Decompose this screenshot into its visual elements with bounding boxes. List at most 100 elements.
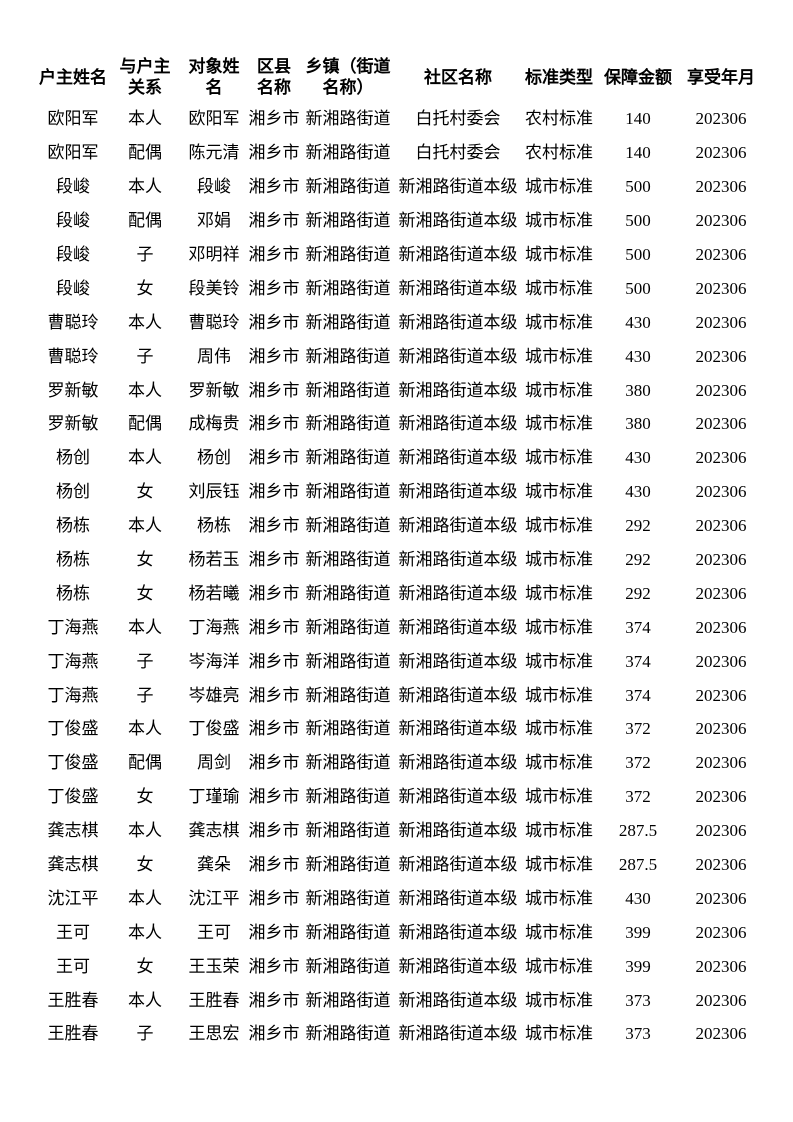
- cell-year_month: 202306: [695, 482, 747, 502]
- cell-township: 新湘路街道: [305, 278, 391, 298]
- cell-year_month: 202306: [695, 990, 747, 1010]
- cell-district: 湘乡市: [248, 719, 300, 739]
- cell-district: 湘乡市: [248, 448, 300, 468]
- cell-community: 新湘路街道本级: [398, 380, 518, 400]
- cell-person: 杨若玉: [188, 550, 240, 570]
- header-cell-standard_type: 标准类型: [525, 67, 593, 87]
- cell-householder: 杨创: [56, 482, 90, 502]
- cell-township: 新湘路街道: [305, 448, 391, 468]
- cell-householder: 杨创: [56, 448, 90, 468]
- cell-year_month: 202306: [695, 516, 747, 536]
- cell-householder: 王可: [56, 922, 90, 942]
- table-row: 段峻 子 邓明祥 湘乡市 新湘路街道 新湘路街道本级 城市标准 500 202306: [37, 238, 763, 272]
- table-row: 王胜春 本人 王胜春 湘乡市 新湘路街道 新湘路街道本级 城市标准 373 202306: [37, 983, 763, 1017]
- cell-amount: 373: [625, 990, 651, 1010]
- cell-amount: 399: [625, 956, 651, 976]
- cell-township: 新湘路街道: [305, 821, 391, 841]
- cell-relation: 本人: [128, 719, 162, 739]
- cell-township: 新湘路街道: [305, 753, 391, 773]
- cell-person: 罗新敏: [188, 380, 240, 400]
- cell-person: 岑海洋: [188, 651, 240, 671]
- cell-district: 湘乡市: [248, 278, 300, 298]
- cell-standard_type: 城市标准: [525, 990, 593, 1010]
- cell-person: 丁俊盛: [188, 719, 240, 739]
- cell-township: 新湘路街道: [305, 211, 391, 231]
- cell-relation: 子: [136, 245, 154, 264]
- cell-householder: 丁海燕: [47, 685, 99, 705]
- cell-relation: 本人: [128, 617, 162, 637]
- cell-standard_type: 城市标准: [525, 278, 593, 298]
- cell-community: 新湘路街道本级: [398, 278, 518, 298]
- cell-amount: 399: [625, 922, 651, 942]
- cell-year_month: 202306: [695, 956, 747, 976]
- table-row: 丁俊盛 本人 丁俊盛 湘乡市 新湘路街道 新湘路街道本级 城市标准 372 202306: [37, 712, 763, 746]
- cell-year_month: 202306: [695, 787, 747, 807]
- cell-person: 周伟: [197, 346, 231, 366]
- cell-amount: 430: [625, 312, 651, 332]
- cell-amount: 380: [625, 380, 651, 400]
- cell-standard_type: 城市标准: [525, 719, 593, 739]
- cell-householder: 王胜春: [47, 990, 99, 1010]
- cell-year_month: 202306: [695, 753, 747, 773]
- cell-year_month: 202306: [695, 380, 747, 400]
- cell-standard_type: 城市标准: [525, 1024, 593, 1044]
- cell-district: 湘乡市: [248, 414, 300, 434]
- cell-community: 新湘路街道本级: [398, 821, 518, 841]
- cell-person: 丁瑾瑜: [188, 787, 240, 807]
- table-row: 杨创 女 刘辰钰 湘乡市 新湘路街道 新湘路街道本级 城市标准 430 202306: [37, 475, 763, 509]
- cell-relation: 配偶: [128, 414, 162, 434]
- cell-person: 刘辰钰: [188, 482, 240, 502]
- cell-district: 湘乡市: [248, 787, 300, 807]
- table-row: 丁海燕 子 岑雄亮 湘乡市 新湘路街道 新湘路街道本级 城市标准 374 202306: [37, 678, 763, 712]
- cell-township: 新湘路街道: [305, 855, 391, 875]
- cell-year_month: 202306: [695, 550, 747, 570]
- cell-person: 王胜春: [188, 990, 240, 1010]
- cell-relation: 子: [136, 685, 154, 705]
- cell-year_month: 202306: [695, 448, 747, 468]
- cell-township: 新湘路街道: [305, 482, 391, 502]
- table-row: 曹聪玲 本人 曹聪玲 湘乡市 新湘路街道 新湘路街道本级 城市标准 430 202306: [37, 305, 763, 339]
- cell-householder: 丁海燕: [47, 617, 99, 637]
- cell-year_month: 202306: [695, 922, 747, 942]
- cell-amount: 372: [625, 753, 651, 773]
- cell-householder: 段峻: [56, 211, 90, 231]
- cell-relation: 子: [136, 651, 154, 671]
- cell-person: 王可: [197, 922, 231, 942]
- table-row: 王可 女 王玉荣 湘乡市 新湘路街道 新湘路街道本级 城市标准 399 202306: [37, 949, 763, 983]
- cell-township: 新湘路街道: [305, 414, 391, 434]
- cell-standard_type: 城市标准: [525, 482, 593, 502]
- cell-person: 龚志棋: [188, 821, 240, 841]
- cell-community: 新湘路街道本级: [398, 516, 518, 536]
- cell-township: 新湘路街道: [305, 888, 391, 908]
- cell-householder: 龚志棋: [47, 855, 99, 875]
- cell-township: 新湘路街道: [305, 109, 391, 129]
- cell-community: 新湘路街道本级: [398, 414, 518, 434]
- cell-relation: 子: [136, 1024, 154, 1044]
- cell-amount: 372: [625, 719, 651, 739]
- cell-standard_type: 城市标准: [525, 414, 593, 434]
- cell-township: 新湘路街道: [305, 922, 391, 942]
- cell-district: 湘乡市: [248, 346, 300, 366]
- cell-community: 新湘路街道本级: [398, 245, 518, 264]
- cell-person: 杨创: [197, 448, 231, 468]
- cell-standard_type: 城市标准: [525, 312, 593, 332]
- cell-person: 陈元清: [188, 143, 240, 163]
- table-row: 段峻 配偶 邓娟 湘乡市 新湘路街道 新湘路街道本级 城市标准 500 202306: [37, 204, 763, 238]
- cell-amount: 292: [625, 516, 651, 536]
- cell-relation: 本人: [128, 109, 162, 129]
- cell-householder: 丁俊盛: [47, 787, 99, 807]
- table-row: 王胜春 子 王思宏 湘乡市 新湘路街道 新湘路街道本级 城市标准 373 202306: [37, 1017, 763, 1051]
- cell-year_month: 202306: [695, 211, 747, 231]
- cell-relation: 配偶: [128, 211, 162, 231]
- cell-year_month: 202306: [695, 414, 747, 434]
- cell-township: 新湘路街道: [305, 685, 391, 705]
- cell-year_month: 202306: [695, 685, 747, 705]
- benefit-table: 户主姓名 与户主 关系 对象姓名 区县 名称 乡镇（街道 名称） 社区名称 标准类型 保障金额…: [37, 54, 763, 1051]
- cell-year_month: 202306: [695, 245, 747, 264]
- table-row: 欧阳军 配偶 陈元清 湘乡市 新湘路街道 白托村委会 农村标准 140 202306: [37, 136, 763, 170]
- cell-householder: 欧阳军: [47, 109, 99, 129]
- cell-district: 湘乡市: [248, 211, 300, 231]
- cell-householder: 王可: [56, 956, 90, 976]
- cell-amount: 287.5: [618, 821, 658, 841]
